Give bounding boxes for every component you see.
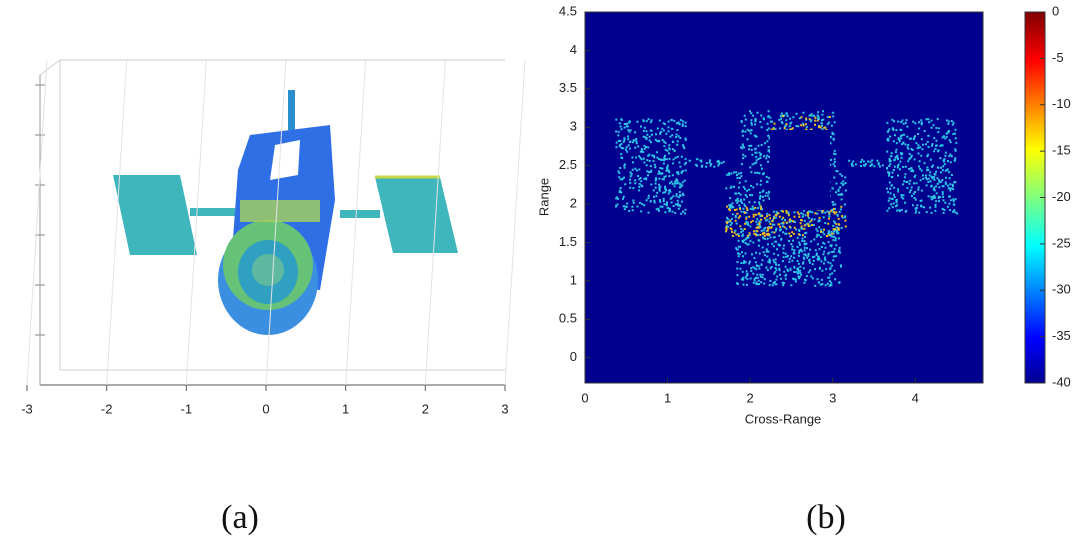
colorbar-tick-label: -40 bbox=[1052, 374, 1071, 389]
y-tick-label: 0.5 bbox=[559, 311, 577, 326]
y-tick-label: 2.5 bbox=[559, 157, 577, 172]
x-tick-label: 0 bbox=[581, 390, 588, 405]
x-tick-label: 1 bbox=[342, 401, 349, 416]
caption: (a) bbox=[221, 499, 259, 536]
y-tick-label: 1 bbox=[570, 272, 577, 287]
x-tick-label: 4 bbox=[912, 390, 919, 405]
colorbar-tick-label: -10 bbox=[1052, 96, 1071, 111]
colorbar-tick-label: -15 bbox=[1052, 143, 1071, 158]
grid-line bbox=[27, 60, 47, 385]
y-axis-label: Range bbox=[536, 178, 551, 216]
y-tick-label: 4.5 bbox=[559, 3, 577, 18]
colorbar-tick-label: 0 bbox=[1052, 3, 1059, 18]
grid-line bbox=[505, 60, 525, 385]
x-axis-label: Cross-Range bbox=[745, 411, 822, 426]
colorbar-tick-label: -30 bbox=[1052, 282, 1071, 297]
x-tick-label: 3 bbox=[501, 401, 508, 416]
x-tick-label: 2 bbox=[422, 401, 429, 416]
x-tick-label: -3 bbox=[21, 401, 33, 416]
x-tick-label: 2 bbox=[747, 390, 754, 405]
grid-line bbox=[346, 60, 366, 385]
x-tick-label: 0 bbox=[262, 401, 269, 416]
colorbar-tick-label: -20 bbox=[1052, 189, 1071, 204]
figure: Cross-Range Range (a) (b) -3-2-101230123… bbox=[0, 0, 1074, 541]
y-tick-label: 2 bbox=[570, 195, 577, 210]
colorbar-tick-label: -35 bbox=[1052, 328, 1071, 343]
page: Cross-Range Range (a) (b) -3-2-101230123… bbox=[0, 0, 1074, 546]
y-tick-label: 4 bbox=[570, 42, 577, 57]
y-tick-label: 0 bbox=[570, 349, 577, 364]
y-tick-label: 1.5 bbox=[559, 234, 577, 249]
void bbox=[770, 130, 830, 210]
x-tick-label: -1 bbox=[181, 401, 193, 416]
colorbar-tick-label: -5 bbox=[1052, 50, 1064, 65]
caption: (b) bbox=[806, 499, 846, 536]
colorbar-tick-label: -25 bbox=[1052, 235, 1071, 250]
x-tick-label: 3 bbox=[829, 390, 836, 405]
y-tick-label: 3.5 bbox=[559, 80, 577, 95]
x-tick-label: -2 bbox=[101, 401, 113, 416]
x-tick-label: 1 bbox=[664, 390, 671, 405]
y-tick-label: 3 bbox=[570, 119, 577, 134]
satellite-render bbox=[113, 90, 458, 335]
